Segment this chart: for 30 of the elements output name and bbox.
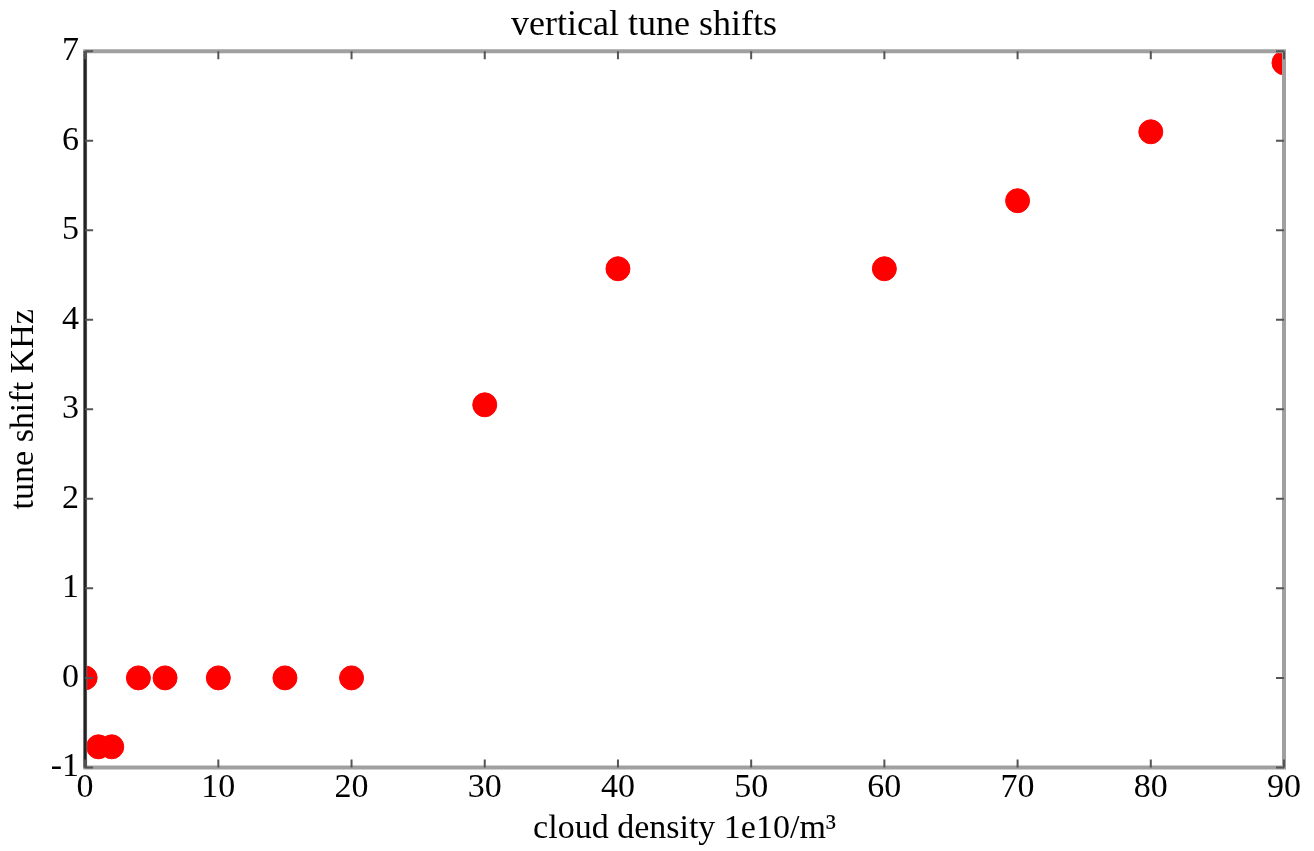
y-tick-label: 2 bbox=[62, 477, 80, 515]
y-tick-label: 1 bbox=[62, 567, 80, 605]
x-axis-title: cloud density 1e10/m³ bbox=[533, 807, 837, 845]
y-tick-label: 3 bbox=[62, 388, 80, 426]
x-tick-label: 80 bbox=[1133, 766, 1168, 804]
point bbox=[1005, 188, 1031, 214]
point bbox=[152, 665, 178, 691]
x-tick-label: 30 bbox=[467, 766, 502, 804]
point bbox=[871, 256, 897, 282]
point bbox=[125, 665, 151, 691]
y-tick-label: 4 bbox=[62, 298, 80, 336]
x-tick-label: 90 bbox=[1267, 766, 1301, 804]
point bbox=[205, 665, 231, 691]
y-tick-label: 0 bbox=[62, 656, 80, 694]
x-tick-label: 20 bbox=[334, 766, 369, 804]
point bbox=[1138, 119, 1164, 145]
chart-title: vertical tune shifts bbox=[511, 3, 777, 44]
x-tick-label: 50 bbox=[734, 766, 769, 804]
point bbox=[605, 256, 631, 282]
y-tick-label: 6 bbox=[62, 119, 80, 157]
y-axis-title: tune shift KHz bbox=[3, 309, 41, 510]
x-tick-label: 10 bbox=[201, 766, 236, 804]
x-tick-label: 40 bbox=[600, 766, 635, 804]
point bbox=[339, 665, 365, 691]
point bbox=[472, 392, 498, 418]
x-tick-label: 60 bbox=[867, 766, 902, 804]
y-tick-label: 7 bbox=[62, 30, 80, 68]
y-tick-label: 5 bbox=[62, 209, 80, 247]
point bbox=[272, 665, 298, 691]
x-tick-label: 70 bbox=[1000, 766, 1035, 804]
